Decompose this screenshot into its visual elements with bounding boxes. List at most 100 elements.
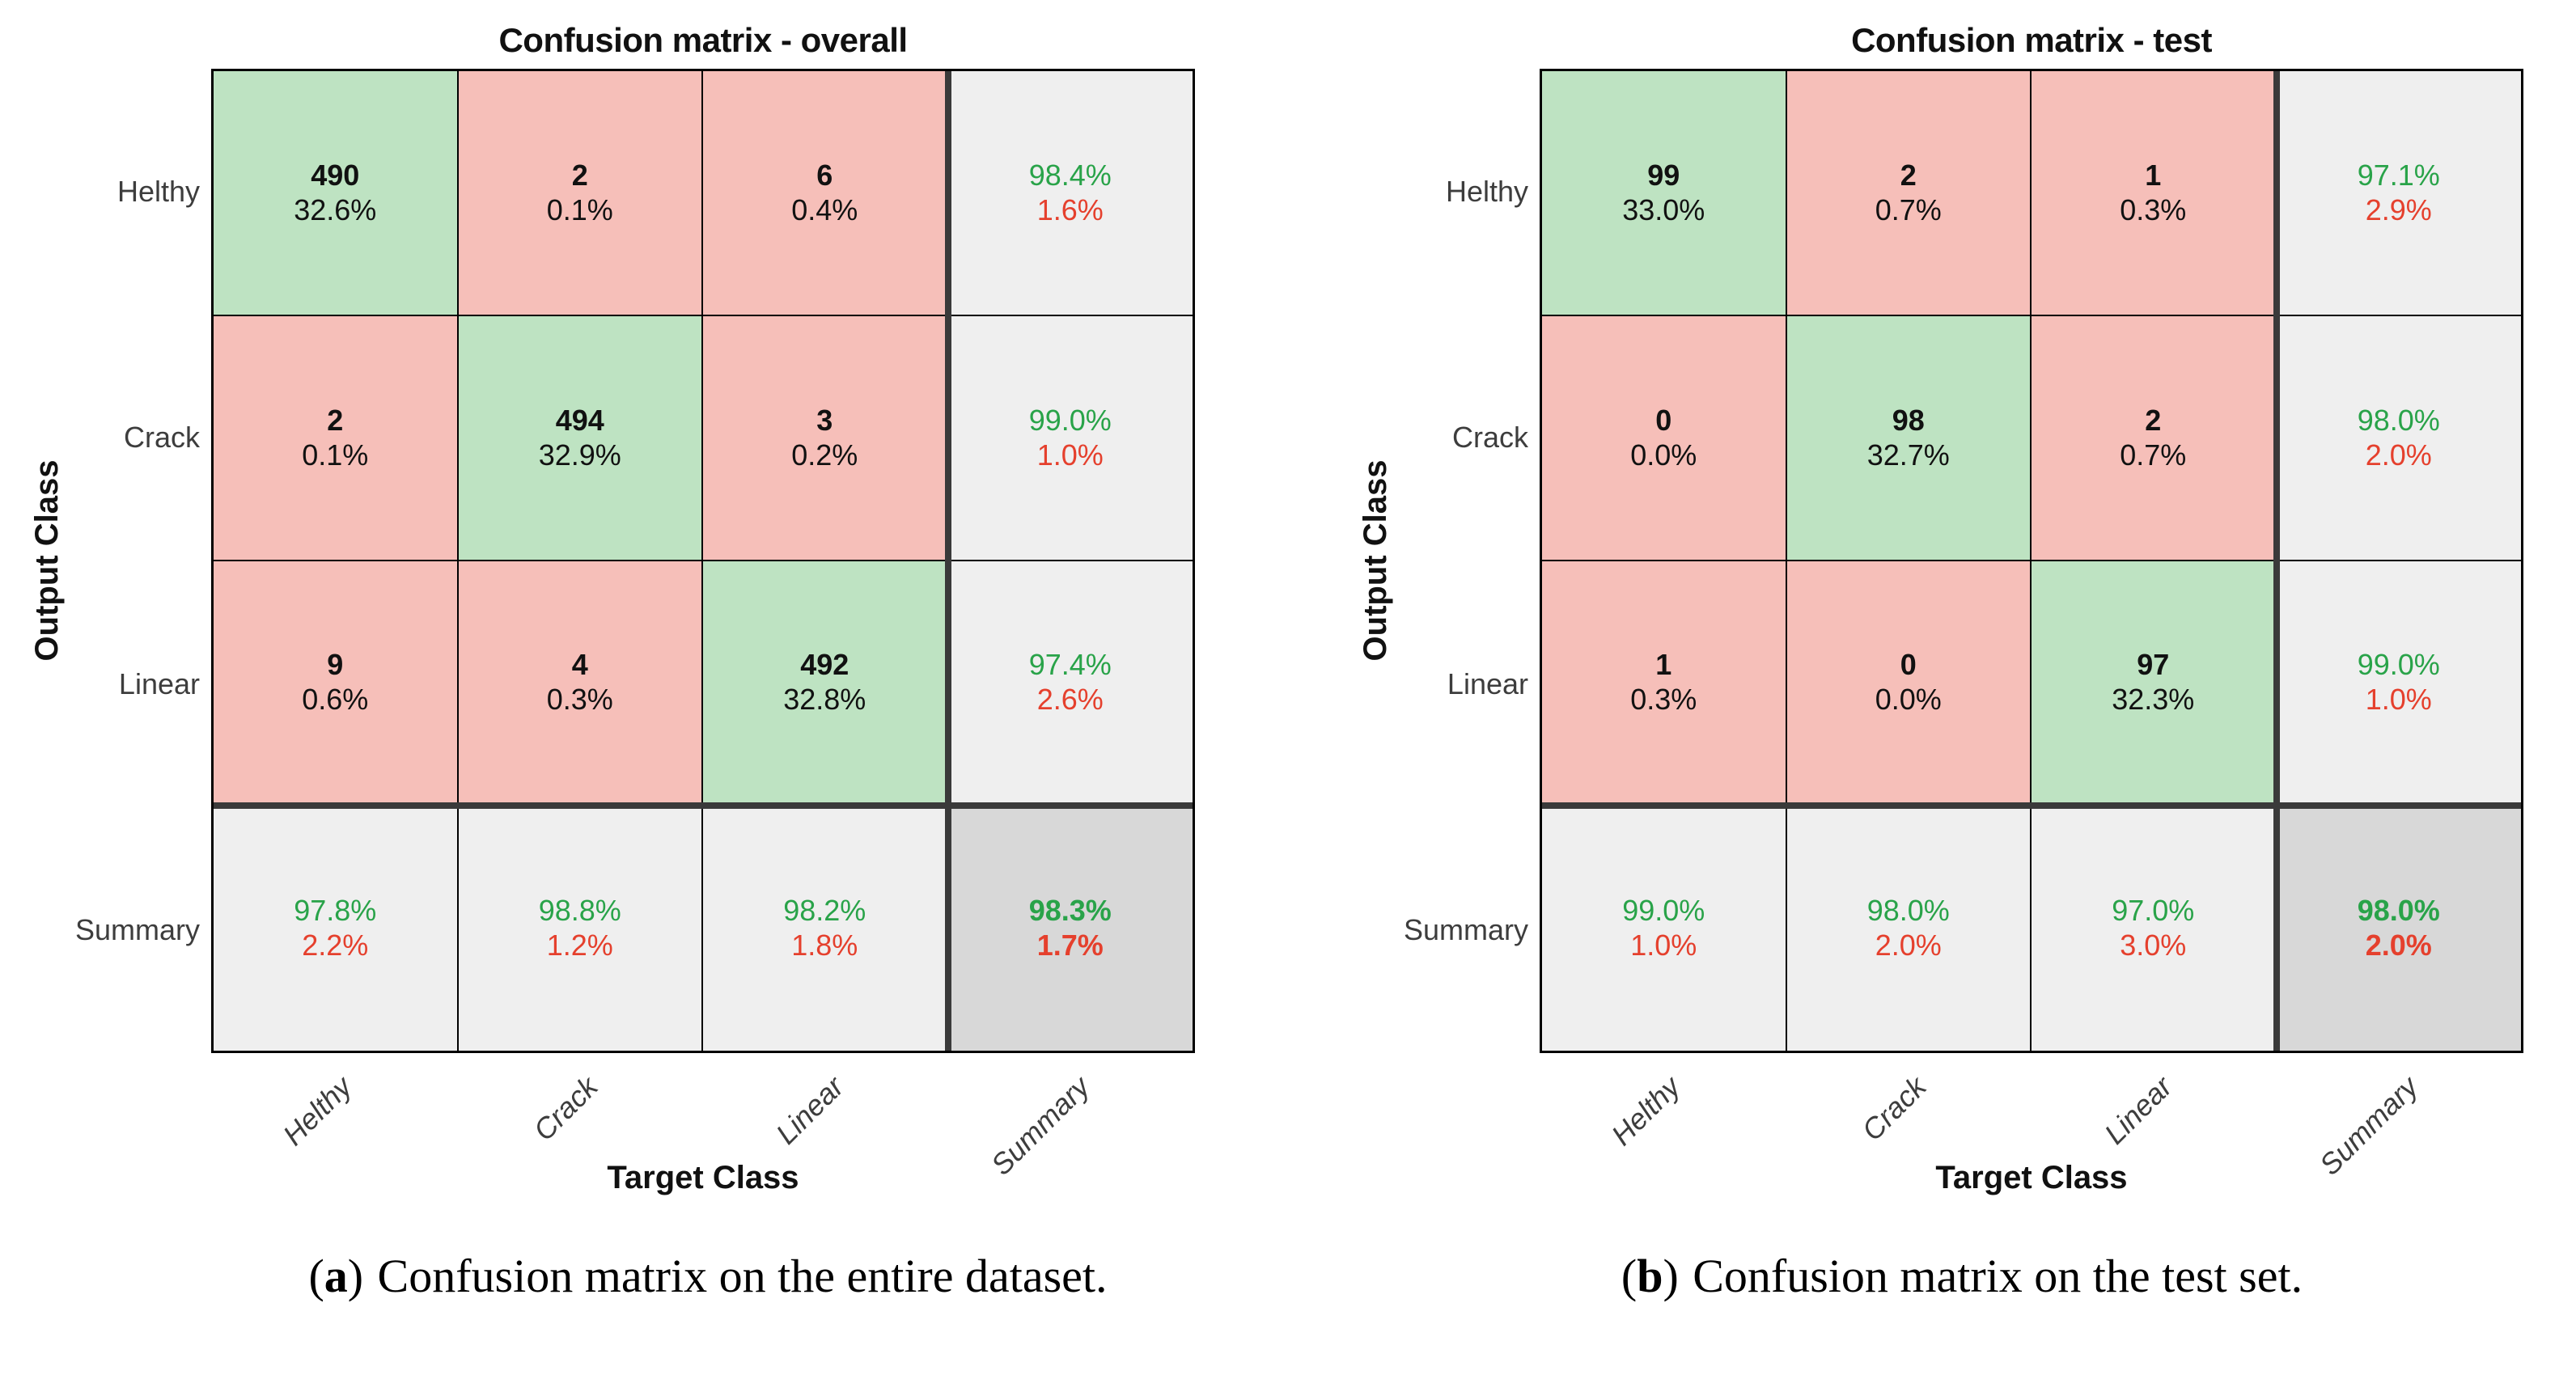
summary-separator-horizontal	[214, 802, 1193, 810]
cell-count: 490	[311, 158, 360, 192]
matrix-cell-a-r2c3: 97.4% 2.6%	[947, 561, 1193, 806]
plot-title-test: Confusion matrix - test	[1851, 21, 2212, 59]
cell-percent: 0.3%	[1630, 683, 1697, 717]
matrix-cell-a-r1c2: 3 0.2%	[703, 315, 948, 561]
cell-count: 2	[1900, 158, 1917, 192]
cell-count: 0	[1655, 403, 1672, 437]
cell-percent: 0.3%	[546, 683, 613, 717]
caption-b: (b) Confusion matrix on the test set.	[1456, 1249, 2468, 1303]
x-axis-title-b: Target Class	[1935, 1160, 2128, 1195]
cell-correct-pct: 99.0%	[2357, 648, 2440, 682]
y-tick-b-helthy: Helthy	[1445, 175, 1528, 208]
matrix-cell-a-r0c3: 98.4% 1.6%	[947, 71, 1193, 316]
matrix-cell-a-r1c3: 99.0% 1.0%	[947, 315, 1193, 561]
y-tick-a-crack: Crack	[123, 421, 200, 454]
matrix-cell-b-r3c2: 97.0% 3.0%	[2032, 806, 2277, 1051]
matrix-cell-a-r0c2: 6 0.4%	[703, 71, 948, 316]
matrix-cell-b-r3c3: 98.0% 2.0%	[2276, 806, 2521, 1051]
cell-correct-pct: 98.2%	[783, 894, 866, 928]
matrix-cell-b-r1c0: 0 0.0%	[1542, 315, 1787, 561]
cell-count: 492	[800, 648, 849, 682]
y-tick-b-summary: Summary	[1403, 913, 1528, 946]
cell-correct-pct: 98.0%	[2357, 894, 2440, 928]
caption-a: (a) Confusion matrix on the entire datase…	[202, 1249, 1214, 1303]
cell-count: 2	[2145, 403, 2162, 437]
confusion-matrix-test: 99 33.0% 2 0.7% 1 0.3% 97.1% 2.9% 0 0.0% 98 32…	[1540, 69, 2523, 1053]
cell-correct-pct: 98.0%	[2357, 403, 2440, 437]
cell-percent: 0.7%	[2120, 438, 2187, 472]
matrix-cell-a-r1c0: 2 0.1%	[214, 315, 459, 561]
cell-incorrect-pct: 2.0%	[2365, 929, 2432, 962]
cell-incorrect-pct: 2.0%	[1875, 929, 1942, 962]
cell-count: 4	[571, 648, 588, 682]
caption-paren-open: (	[1621, 1250, 1638, 1302]
matrix-cell-b-r2c1: 0 0.0%	[1786, 561, 2032, 806]
cell-percent: 0.2%	[791, 438, 858, 472]
cell-correct-pct: 97.1%	[2357, 158, 2440, 192]
cell-count: 1	[2145, 158, 2162, 192]
matrix-cell-a-r0c1: 2 0.1%	[458, 71, 703, 316]
cell-count: 1	[1655, 648, 1672, 682]
cell-percent: 32.6%	[294, 192, 377, 226]
cell-count: 0	[1900, 648, 1917, 682]
cell-correct-pct: 97.8%	[294, 894, 377, 928]
matrix-cell-b-r0c1: 2 0.7%	[1786, 71, 2032, 316]
y-tick-a-linear: Linear	[118, 667, 200, 700]
cell-incorrect-pct: 1.7%	[1036, 929, 1104, 962]
matrix-cell-a-r1c1: 494 32.9%	[458, 315, 703, 561]
y-axis-title-b: Output Class	[1358, 459, 1393, 662]
cell-correct-pct: 99.0%	[1028, 403, 1112, 437]
cell-percent: 32.3%	[2112, 683, 2195, 717]
caption-text: Confusion matrix on the test set.	[1693, 1250, 2303, 1302]
cell-count: 9	[327, 648, 344, 682]
cell-percent: 0.0%	[1630, 438, 1697, 472]
cell-incorrect-pct: 2.0%	[2365, 438, 2432, 472]
cell-incorrect-pct: 2.6%	[1036, 683, 1104, 717]
cell-percent: 32.7%	[1866, 438, 1950, 472]
cell-correct-pct: 97.0%	[2112, 894, 2195, 928]
matrix-cell-a-r0c0: 490 32.6%	[214, 71, 459, 316]
y-tick-a-helthy: Helthy	[117, 175, 200, 208]
matrix-cell-b-r2c2: 97 32.3%	[2032, 561, 2277, 806]
cell-incorrect-pct: 1.2%	[546, 929, 613, 962]
cell-incorrect-pct: 1.8%	[791, 929, 858, 962]
cell-count: 6	[816, 158, 833, 192]
matrix-cell-b-r2c3: 99.0% 1.0%	[2276, 561, 2521, 806]
matrix-cell-b-r0c3: 97.1% 2.9%	[2276, 71, 2521, 316]
summary-separator-horizontal	[1542, 802, 2521, 810]
caption-label: b	[1637, 1250, 1663, 1302]
matrix-cell-a-r2c1: 4 0.3%	[458, 561, 703, 806]
matrix-cell-b-r3c1: 98.0% 2.0%	[1786, 806, 2032, 1051]
matrix-cell-b-r1c3: 98.0% 2.0%	[2276, 315, 2521, 561]
cell-correct-pct: 99.0%	[1622, 894, 1705, 928]
caption-text: Confusion matrix on the entire dataset.	[377, 1250, 1108, 1302]
cell-count: 3	[816, 403, 833, 437]
cell-count: 2	[327, 403, 344, 437]
cell-percent: 0.0%	[1875, 683, 1942, 717]
cell-count: 99	[1647, 158, 1680, 192]
cell-percent: 33.0%	[1622, 192, 1705, 226]
matrix-cell-a-r3c0: 97.8% 2.2%	[214, 806, 459, 1051]
cell-incorrect-pct: 1.0%	[1036, 438, 1104, 472]
cell-correct-pct: 98.8%	[538, 894, 621, 928]
cell-count: 2	[571, 158, 588, 192]
cell-correct-pct: 98.4%	[1028, 158, 1112, 192]
y-tick-a-summary: Summary	[74, 913, 200, 946]
caption-paren-close: )	[1663, 1250, 1679, 1302]
confusion-matrix-overall: 490 32.6% 2 0.1% 6 0.4% 98.4% 1.6% 2 0.1% 494…	[211, 69, 1195, 1053]
cell-count: 97	[2137, 648, 2170, 682]
cell-correct-pct: 97.4%	[1028, 648, 1112, 682]
x-axis-title-a: Target Class	[607, 1160, 799, 1195]
matrix-cell-b-r3c0: 99.0% 1.0%	[1542, 806, 1787, 1051]
plot-title-overall: Confusion matrix - overall	[498, 21, 908, 59]
cell-percent: 0.6%	[302, 683, 369, 717]
cell-percent: 0.1%	[302, 438, 369, 472]
matrix-cell-a-r2c2: 492 32.8%	[703, 561, 948, 806]
cell-correct-pct: 98.0%	[1866, 894, 1950, 928]
matrix-cell-a-r3c2: 98.2% 1.8%	[703, 806, 948, 1051]
caption-paren-close: )	[347, 1250, 364, 1302]
cell-count: 494	[555, 403, 604, 437]
y-tick-b-linear: Linear	[1447, 667, 1528, 700]
y-axis-title-a: Output Class	[29, 459, 65, 662]
y-tick-b-crack: Crack	[1451, 421, 1528, 454]
